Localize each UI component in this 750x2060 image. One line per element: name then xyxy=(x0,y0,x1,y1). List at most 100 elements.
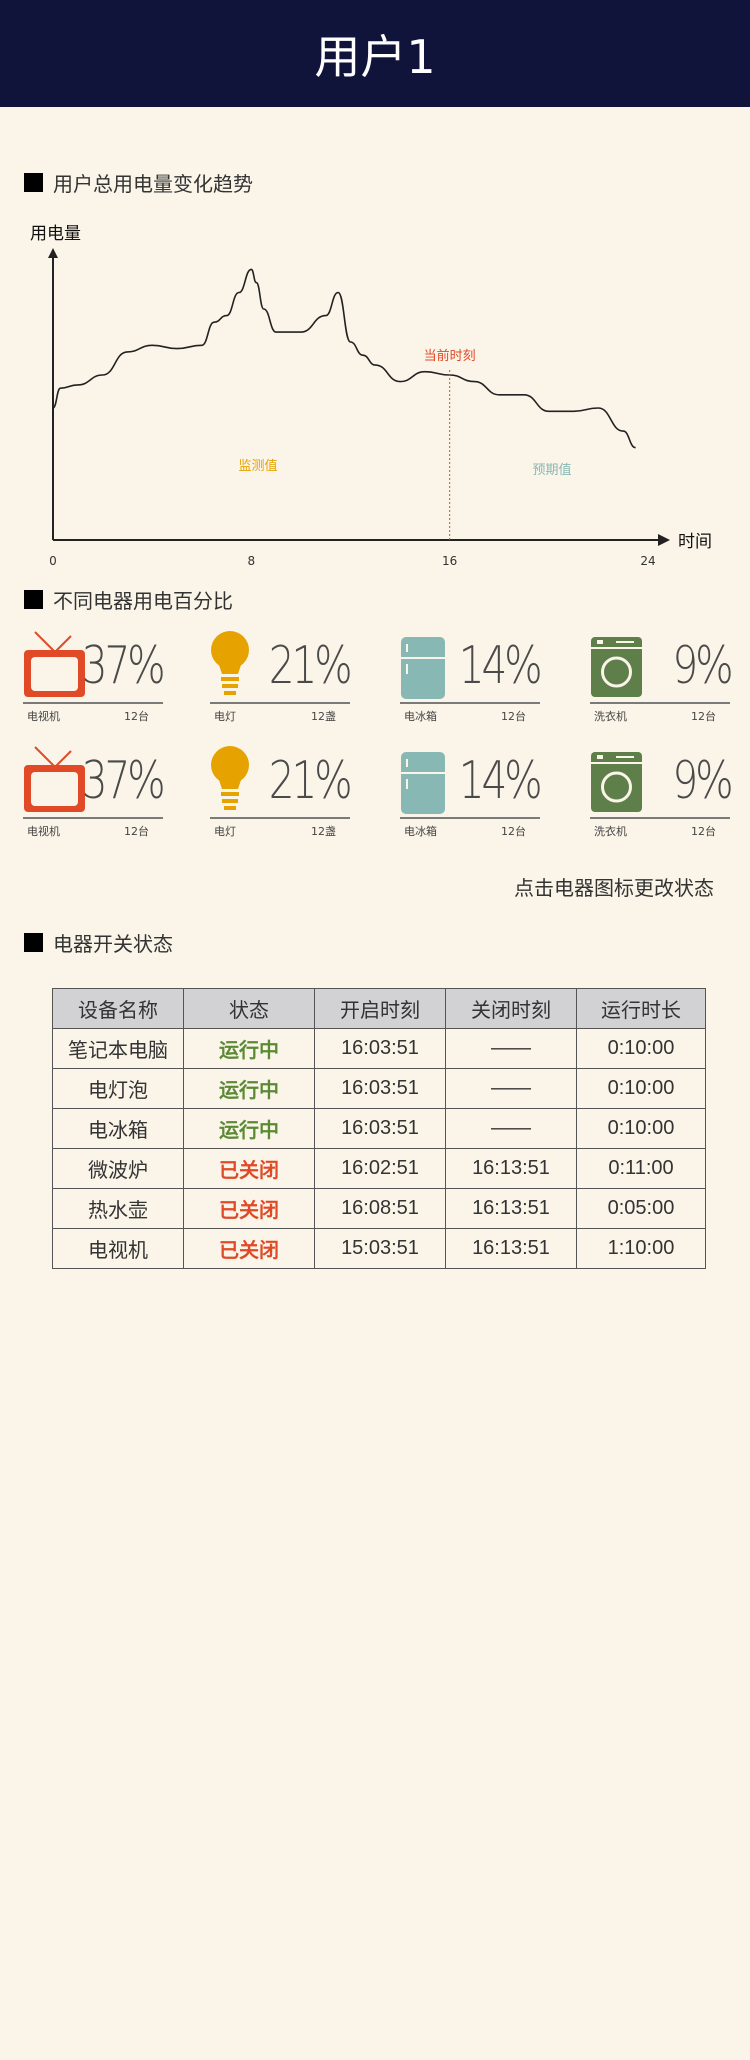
section-title-status: 电器开关状态 xyxy=(24,928,173,957)
appliance-count: 12台 xyxy=(691,825,716,838)
appliance-stat-bulb[interactable]: 21% 电灯 12盏 xyxy=(210,628,353,728)
appliance-name: 电视机 xyxy=(27,710,60,723)
duration-cell: 0:11:00 xyxy=(576,1148,706,1189)
status-cell: 已关闭 xyxy=(183,1188,315,1229)
status-cell: 已关闭 xyxy=(183,1148,315,1189)
appliance-stat-tv[interactable]: 37% 电视机 12台 xyxy=(23,628,166,728)
bulb-icon[interactable] xyxy=(210,628,274,702)
duration-cell: 0:10:00 xyxy=(576,1068,706,1109)
appliance-count: 12台 xyxy=(124,825,149,838)
duration-cell: 0:05:00 xyxy=(576,1188,706,1229)
tv-icon[interactable] xyxy=(23,743,87,817)
square-bullet-icon xyxy=(24,173,43,192)
appliance-stat-tv[interactable]: 37% 电视机 12台 xyxy=(23,743,166,843)
end-time-cell: —— xyxy=(445,1108,577,1149)
end-time-cell: —— xyxy=(445,1068,577,1109)
table-row: 热水壶 已关闭 16:08:51 16:13:51 0:05:00 xyxy=(52,1188,706,1229)
page-header: 用户1 xyxy=(0,0,750,107)
column-header: 设备名称 xyxy=(52,988,184,1029)
section-title-trend: 用户总用电量变化趋势 xyxy=(24,168,253,197)
y-axis-label: 用电量 xyxy=(30,224,81,244)
percent-value: 21% xyxy=(269,751,353,811)
device-name-cell: 电灯泡 xyxy=(52,1068,184,1109)
appliance-stat-washer[interactable]: 9% 洗衣机 12台 xyxy=(590,628,733,728)
device-name-cell: 电冰箱 xyxy=(52,1108,184,1149)
table-row: 电灯泡 运行中 16:03:51 —— 0:10:00 xyxy=(52,1068,706,1109)
start-time-cell: 16:03:51 xyxy=(314,1108,446,1149)
appliance-stat-washer[interactable]: 9% 洗衣机 12台 xyxy=(590,743,733,843)
appliance-stat-fridge[interactable]: 14% 电冰箱 12台 xyxy=(400,743,543,843)
column-header: 开启时刻 xyxy=(314,988,446,1029)
x-tick-label: 24 xyxy=(640,554,655,568)
column-header: 运行时长 xyxy=(576,988,706,1029)
column-header: 关闭时刻 xyxy=(445,988,577,1029)
start-time-cell: 16:03:51 xyxy=(314,1068,446,1109)
appliance-name: 电灯 xyxy=(214,825,236,838)
start-time-cell: 15:03:51 xyxy=(314,1228,446,1269)
divider xyxy=(23,817,163,819)
device-name-cell: 热水壶 xyxy=(52,1188,184,1229)
now-marker-label: 当前时刻 xyxy=(424,348,476,364)
fridge-icon[interactable] xyxy=(400,628,464,702)
square-bullet-icon xyxy=(24,590,43,609)
fridge-icon[interactable] xyxy=(400,743,464,817)
section-title-status-label: 电器开关状态 xyxy=(53,932,173,956)
tv-icon[interactable] xyxy=(23,628,87,702)
x-axis-label: 时间 xyxy=(678,532,712,552)
percent-value: 14% xyxy=(459,751,543,811)
appliance-status-table: 设备名称 状态 开启时刻 关闭时刻 运行时长 笔记本电脑 运行中 16:03:51—… xyxy=(52,988,706,1269)
section-title-percent: 不同电器用电百分比 xyxy=(24,585,233,614)
appliance-name: 洗衣机 xyxy=(594,825,627,838)
appliance-name: 电灯 xyxy=(214,710,236,723)
divider xyxy=(210,817,350,819)
table-row: 笔记本电脑 运行中 16:03:51 —— 0:10:00 xyxy=(52,1028,706,1069)
appliance-name: 洗衣机 xyxy=(594,710,627,723)
status-cell: 运行中 xyxy=(183,1028,315,1069)
x-tick-label: 0 xyxy=(49,554,57,568)
section-title-trend-label: 用户总用电量变化趋势 xyxy=(53,172,253,196)
appliance-name: 电冰箱 xyxy=(404,710,437,723)
forecast-label: 预期值 xyxy=(532,462,571,478)
section-title-percent-label: 不同电器用电百分比 xyxy=(53,589,233,613)
square-bullet-icon xyxy=(24,933,43,952)
monitored-label: 监测值 xyxy=(238,458,277,474)
divider xyxy=(210,702,350,704)
duration-cell: 0:10:00 xyxy=(576,1028,706,1069)
column-header: 状态 xyxy=(183,988,315,1029)
appliance-count: 12台 xyxy=(691,710,716,723)
appliance-count: 12台 xyxy=(501,710,526,723)
start-time-cell: 16:03:51 xyxy=(314,1028,446,1069)
appliance-stat-fridge[interactable]: 14% 电冰箱 12台 xyxy=(400,628,543,728)
duration-cell: 0:10:00 xyxy=(576,1108,706,1149)
divider xyxy=(590,702,730,704)
washer-icon[interactable] xyxy=(590,628,654,702)
device-name-cell: 笔记本电脑 xyxy=(52,1028,184,1069)
table-row: 电冰箱 运行中 16:03:51 —— 0:10:00 xyxy=(52,1108,706,1149)
divider xyxy=(400,817,540,819)
table-row: 电视机 已关闭 15:03:51 16:13:51 1:10:00 xyxy=(52,1228,706,1269)
appliance-name: 电视机 xyxy=(27,825,60,838)
x-tick-label: 8 xyxy=(248,554,256,568)
table-header-row: 设备名称 状态 开启时刻 关闭时刻 运行时长 xyxy=(52,988,706,1029)
bulb-icon[interactable] xyxy=(210,743,274,817)
percent-value: 9% xyxy=(671,751,733,811)
status-cell: 已关闭 xyxy=(183,1228,315,1269)
end-time-cell: —— xyxy=(445,1028,577,1069)
change-state-hint: 点击电器图标更改状态 xyxy=(514,876,714,900)
percent-value: 37% xyxy=(82,636,166,696)
appliance-count: 12盏 xyxy=(311,825,336,838)
end-time-cell: 16:13:51 xyxy=(445,1148,577,1189)
x-axis-arrow-icon xyxy=(658,534,670,546)
x-tick-label: 16 xyxy=(442,554,457,568)
washer-icon[interactable] xyxy=(590,743,654,817)
device-name-cell: 微波炉 xyxy=(52,1148,184,1189)
status-cell: 运行中 xyxy=(183,1068,315,1109)
divider xyxy=(23,702,163,704)
power-series-line xyxy=(52,268,636,449)
appliance-stat-bulb[interactable]: 21% 电灯 12盏 xyxy=(210,743,353,843)
percent-value: 14% xyxy=(459,636,543,696)
percent-value: 37% xyxy=(82,751,166,811)
end-time-cell: 16:13:51 xyxy=(445,1228,577,1269)
device-name-cell: 电视机 xyxy=(52,1228,184,1269)
